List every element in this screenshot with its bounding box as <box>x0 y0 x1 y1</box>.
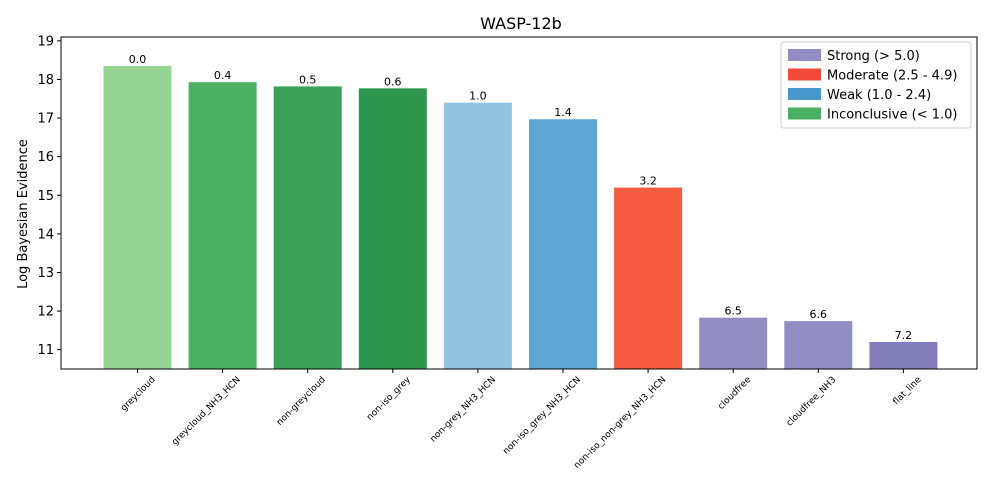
bar-non-iso_non-grey_NH3_HCN <box>614 187 683 369</box>
x-tick-label: cloudfree_NH3 <box>785 375 839 429</box>
bar-greycloud_NH3_HCN <box>188 82 257 369</box>
legend-label: Strong (> 5.0) <box>827 49 920 64</box>
y-tick-label: 12 <box>37 305 54 320</box>
legend-swatch <box>788 49 821 61</box>
bar-non-greycloud <box>273 86 342 370</box>
legend-label: Weak (1.0 - 2.4) <box>827 88 931 103</box>
legend-swatch <box>788 88 821 100</box>
data-label: 0.5 <box>299 73 317 86</box>
legend-box <box>780 41 972 129</box>
data-label: 6.5 <box>724 305 742 318</box>
plot-frame <box>60 36 978 370</box>
y-axis-label: Log Bayesian Evidence <box>16 139 31 289</box>
bar-non-iso_grey <box>358 88 427 370</box>
chart-title: WASP-12b <box>480 14 562 33</box>
legend: Strong (> 5.0) Moderate (2.5 - 4.9) Weak (… <box>780 41 972 129</box>
data-label: 1.4 <box>554 106 572 119</box>
legend-swatch <box>788 107 821 120</box>
legend-swatch <box>788 68 821 81</box>
data-label: 1.0 <box>469 90 487 103</box>
x-tick-label: non-iso_grey <box>365 375 413 423</box>
data-label: 0.4 <box>214 69 232 82</box>
data-label: 3.2 <box>639 175 657 188</box>
legend-label: Moderate (2.5 - 4.9) <box>827 69 957 84</box>
data-label: 0.0 <box>129 53 147 66</box>
data-label: 0.6 <box>384 75 402 88</box>
x-tick-label: greycloud <box>119 375 158 414</box>
x-tick-label: non-iso_grey_NH3_HCN <box>501 375 583 457</box>
bar-non-iso_grey_NH3_HCN <box>529 119 597 369</box>
y-tick-label: 16 <box>37 150 54 165</box>
x-tick-label: cloudfree <box>716 375 753 412</box>
legend-label: Inconclusive (< 1.0) <box>827 108 957 123</box>
bar-cloudfree <box>699 317 768 369</box>
y-tick-label: 13 <box>37 266 54 281</box>
x-tick-label: non-greycloud <box>275 375 328 428</box>
x-tick-label: non-grey_NH3_HCN <box>429 375 498 444</box>
x-tick-label: greycloud_NH3_HCN <box>170 375 242 447</box>
bar-greycloud <box>103 65 172 369</box>
y-tick-label: 11 <box>37 343 54 358</box>
y-tick-label: 18 <box>37 73 54 88</box>
data-label: 6.6 <box>810 308 828 321</box>
y-tick-label: 19 <box>37 34 54 49</box>
bar-non-grey_NH3_HCN <box>443 102 512 370</box>
data-label: 7.2 <box>895 329 913 342</box>
x-tick-label: flat_line <box>891 375 923 407</box>
bar-flat_line <box>869 341 938 369</box>
y-tick-label: 17 <box>37 112 54 127</box>
y-tick-label: 14 <box>37 227 54 242</box>
y-tick-label: 15 <box>37 189 54 204</box>
x-tick-label: non-iso_non-grey_NH3_HCN <box>572 375 668 471</box>
bar-cloudfree_NH3 <box>784 321 853 369</box>
